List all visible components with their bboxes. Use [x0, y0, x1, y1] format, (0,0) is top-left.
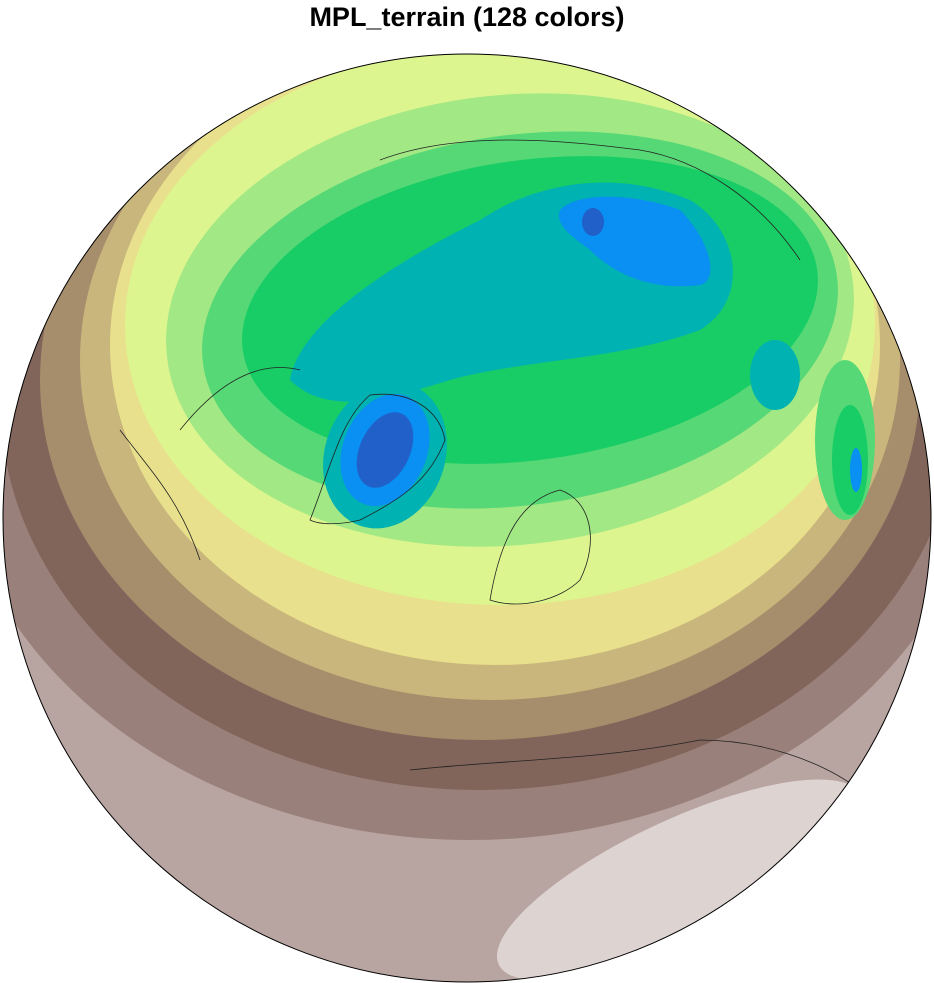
map-title: MPL_terrain (128 colors)	[309, 2, 625, 32]
band-13-greenland	[356, 412, 414, 488]
band-light-patch	[496, 779, 864, 981]
coastline-mediterranean	[409, 739, 861, 791]
coastline-scandinavia	[489, 489, 591, 605]
coastline-siberia	[379, 139, 801, 261]
band-13-siberia	[582, 208, 604, 236]
globe-outline	[2, 53, 932, 983]
band-10-east	[832, 405, 868, 515]
coastline-greenland	[309, 393, 446, 525]
coastlines	[119, 139, 861, 791]
band-12-east	[850, 448, 862, 492]
coastline-north-america	[119, 367, 301, 561]
band-11-east	[750, 340, 800, 410]
